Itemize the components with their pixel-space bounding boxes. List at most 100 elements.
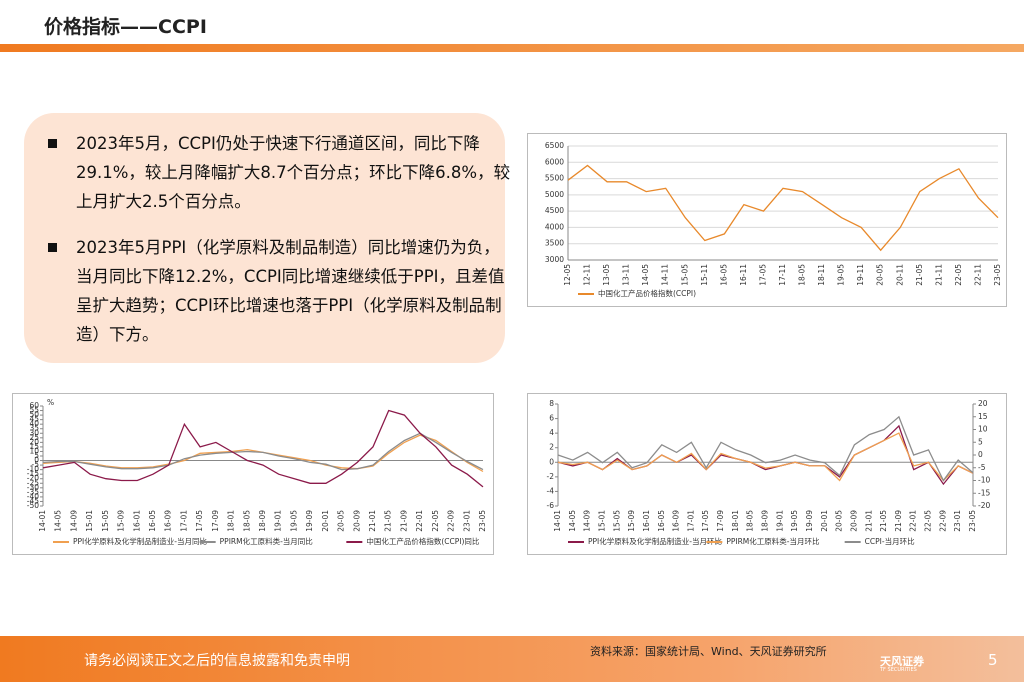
y-tick-label: -30 [27,483,39,492]
x-tick-label: 21-09 [399,510,408,532]
x-tick-label: 13-05 [602,264,611,286]
x-tick-label: 20-11 [895,264,904,286]
x-tick-label: 16-11 [739,264,748,286]
x-tick-label: 15-09 [117,510,126,532]
x-tick-label: 14-01 [553,510,562,532]
y-tick-label: 25 [29,433,39,442]
series-line [557,415,974,482]
x-tick-label: 21-05 [915,264,924,286]
x-tick-label: 15-05 [612,510,621,532]
y-tick-label: 5000 [545,190,564,199]
y2-tick-label: 5 [978,437,983,446]
x-tick-label: 18-05 [798,264,807,286]
bullet: 2023年5月PPI（化学原料及制品制造）同比增速仍为负，当月同比下降12.2%… [48,233,516,349]
x-tick-label: 14-05 [641,264,650,286]
y-tick-label: -2 [547,472,555,481]
x-tick-label: 15-01 [597,510,606,532]
x-tick-label: 21-05 [384,510,393,532]
x-tick-label: 20-05 [876,264,885,286]
x-tick-label: 19-05 [790,510,799,532]
legend-label: 中国化工产品价格指数(CCPI) [598,288,696,298]
x-tick-label: 22-05 [924,510,933,532]
y-tick-label: -4 [547,486,555,495]
y-tick-label: 3000 [545,255,564,264]
x-tick-label: 15-11 [700,264,709,286]
x-tick-label: 17-09 [716,510,725,532]
x-tick-label: 19-05 [289,510,298,532]
x-tick-label: 22-05 [954,264,963,286]
x-tick-label: 12-05 [563,264,572,286]
y-tick-label: 15 [29,442,39,451]
legend-label: PPIRM化工原料类-当月同比 [220,536,314,546]
x-tick-label: 14-05 [54,510,63,532]
y-tick-label: -45 [27,496,39,505]
y2-tick-label: 20 [978,399,988,408]
x-tick-label: 20-09 [849,510,858,532]
y-tick-label: 3500 [545,239,564,248]
x-tick-label: 22-01 [909,510,918,532]
x-tick-label: 17-01 [686,510,695,532]
x-tick-label: 13-11 [622,264,631,286]
x-tick-label: 14-09 [69,510,78,532]
x-tick-label: 18-05 [746,510,755,532]
chart: -50-45-40-35-30-25-20-15-10-505101520253… [12,393,494,555]
x-tick-label: 23-01 [953,510,962,532]
y-tick-label: 20 [29,437,39,446]
x-tick-label: 21-11 [934,264,943,286]
x-tick-label: 23-01 [462,510,471,532]
slide-title: 价格指标——CCPI [44,16,207,38]
x-tick-label: 16-01 [132,510,141,532]
x-tick-label: 22-01 [415,510,424,532]
series-line [557,432,974,482]
y2-tick-label: -10 [978,476,990,485]
x-tick-label: 21-01 [864,510,873,532]
x-tick-label: 14-11 [661,264,670,286]
x-tick-label: 20-09 [352,510,361,532]
y-tick-label: -5 [32,460,40,469]
x-tick-label: 19-05 [837,264,846,286]
x-tick-label: 17-01 [179,510,188,532]
y-tick-label: 60 [29,401,39,410]
y-tick-label: -25 [27,478,39,487]
x-tick-label: 20-01 [820,510,829,532]
y2-tick-label: -20 [978,501,990,510]
y-tick-label: 4 [549,428,554,437]
bullet: 2023年5月，CCPI仍处于快速下行通道区间，同比下降29.1%，较上月降幅扩… [48,129,516,216]
header-bar [0,44,1024,52]
series-line [42,432,484,471]
x-tick-label: 14-09 [583,510,592,532]
legend-label: PPI化学原料及化学制品制造业-当月同比 [73,536,207,546]
disclaimer: 请务必阅读正文之后的信息披露和免责申明 [84,653,350,669]
x-tick-label: 18-05 [242,510,251,532]
x-tick-label: 15-09 [627,510,636,532]
x-tick-label: 20-05 [835,510,844,532]
y-tick-label: -50 [27,501,39,510]
series-line [567,164,999,252]
y-tick-label: 50 [29,410,39,419]
x-tick-label: 22-09 [447,510,456,532]
x-tick-label: 21-09 [894,510,903,532]
legend-label: PPI化学原料及化学制品制造业-当月环比 [588,536,722,546]
x-tick-label: 22-11 [973,264,982,286]
y-tick-label: -6 [547,501,555,510]
footer-bar [0,636,1024,682]
y2-tick-label: -15 [978,488,990,497]
x-tick-label: 20-05 [337,510,346,532]
x-tick-label: 19-09 [305,510,314,532]
y-tick-label: 6 [549,414,554,423]
x-tick-label: 21-01 [368,510,377,532]
x-tick-label: 18-09 [258,510,267,532]
y-tick-label: 35 [29,424,39,433]
x-tick-label: 14-01 [38,510,47,532]
y-tick-label: 6000 [545,157,564,166]
x-tick-label: 17-09 [211,510,220,532]
y-tick-label: 6500 [545,141,564,150]
summary-box: 2023年5月，CCPI仍处于快速下行通道区间，同比下降29.1%，较上月降幅扩… [24,113,510,363]
x-tick-label: 23-05 [478,510,487,532]
y-tick-label: 2 [549,443,554,452]
y2-tick-label: 15 [978,412,988,421]
x-tick-label: 17-11 [778,264,787,286]
x-tick-label: 15-05 [101,510,110,532]
legend-label: PPIRM化工原料类-当月环比 [726,536,820,546]
